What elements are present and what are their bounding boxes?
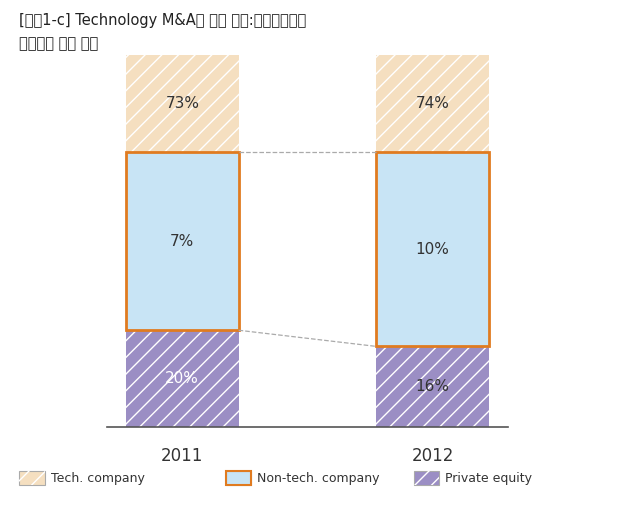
- Text: 2011: 2011: [161, 447, 204, 465]
- Text: 74%: 74%: [416, 96, 450, 111]
- Text: Tech. company: Tech. company: [51, 472, 145, 485]
- Bar: [19, 471, 45, 486]
- Bar: [19, 471, 45, 486]
- Text: 10%: 10%: [416, 242, 450, 257]
- Text: 2012: 2012: [412, 447, 454, 465]
- Text: 기술기업 인수 증가: 기술기업 인수 증가: [19, 36, 99, 51]
- Bar: [126, 152, 239, 330]
- Text: Private equity: Private equity: [445, 472, 532, 485]
- Bar: [414, 471, 439, 486]
- Text: Non-tech. company: Non-tech. company: [257, 472, 380, 485]
- Bar: [226, 471, 251, 486]
- Text: 16%: 16%: [416, 380, 450, 394]
- Bar: [376, 152, 489, 347]
- Bar: [414, 471, 439, 486]
- Text: 73%: 73%: [165, 96, 199, 111]
- Text: 20%: 20%: [165, 371, 199, 386]
- Text: 7%: 7%: [170, 234, 195, 249]
- Bar: [126, 330, 239, 427]
- Bar: [376, 56, 489, 152]
- Bar: [376, 347, 489, 427]
- Bar: [126, 56, 239, 152]
- Text: [그림1-c] Technology M&A의 최근 동향:비기술기업의: [그림1-c] Technology M&A의 최근 동향:비기술기업의: [19, 13, 307, 28]
- Bar: [126, 330, 239, 427]
- Bar: [126, 56, 239, 152]
- Bar: [376, 347, 489, 427]
- Bar: [376, 56, 489, 152]
- Bar: [226, 471, 251, 486]
